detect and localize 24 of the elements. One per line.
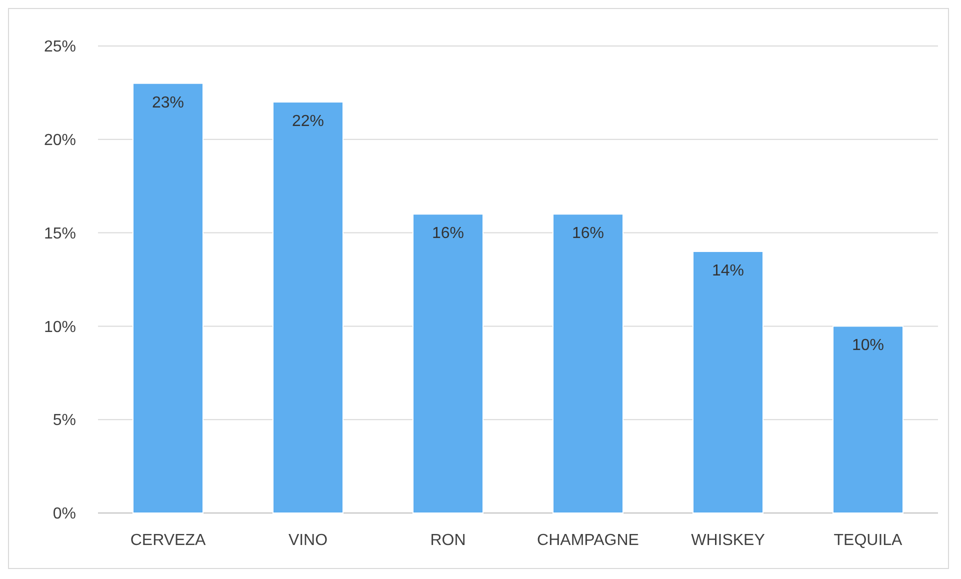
x-tick-label: WHISKEY bbox=[691, 532, 766, 549]
y-tick-label: 0% bbox=[52, 506, 76, 523]
bar bbox=[832, 326, 904, 514]
data-label: 10% bbox=[852, 337, 884, 354]
y-tick-label: 5% bbox=[52, 412, 76, 430]
y-tick-label: 20% bbox=[44, 132, 76, 149]
bar bbox=[272, 102, 344, 514]
x-tick-label: RON bbox=[430, 532, 466, 549]
y-tick-label: 10% bbox=[44, 318, 76, 336]
y-tick-label: 25% bbox=[44, 38, 76, 56]
x-tick-label: CHAMPAGNE bbox=[537, 532, 639, 549]
data-label: 16% bbox=[572, 225, 604, 242]
bar bbox=[552, 214, 624, 514]
bar bbox=[692, 250, 764, 514]
data-label: 23% bbox=[152, 94, 184, 112]
x-tick-label: TEQUILA bbox=[834, 532, 903, 549]
y-tick-label: 15% bbox=[44, 225, 76, 242]
data-label: 14% bbox=[712, 262, 744, 280]
x-tick-label: CERVEZA bbox=[130, 532, 206, 549]
data-label: 22% bbox=[292, 113, 324, 130]
x-tick-label: VINO bbox=[288, 532, 328, 549]
bar bbox=[132, 82, 204, 514]
data-label: 16% bbox=[432, 225, 464, 242]
bar bbox=[412, 214, 484, 514]
